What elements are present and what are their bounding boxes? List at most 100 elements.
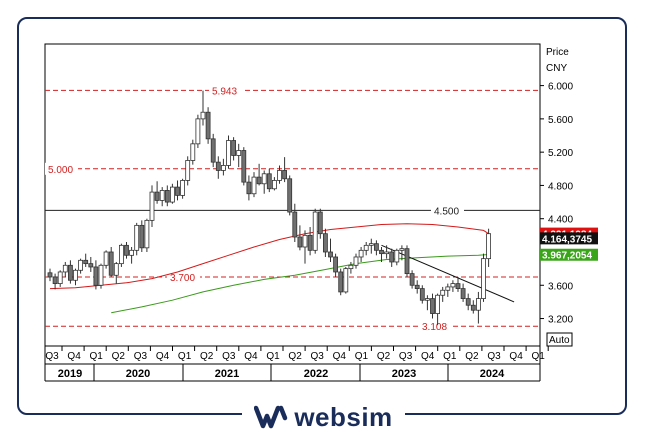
x-quarter-label: Q3 — [222, 351, 236, 362]
candle-body — [307, 234, 313, 251]
level-label: 5.000 — [48, 165, 73, 176]
x-year-label: 2020 — [126, 368, 150, 380]
y-tick-label: 3.200 — [548, 315, 573, 326]
candle-body — [348, 264, 354, 270]
candle-body — [205, 111, 211, 140]
candle-body — [200, 111, 206, 120]
candle-body — [124, 244, 129, 256]
level-label-bg — [209, 84, 242, 97]
x-quarter-label: Q3 — [399, 351, 413, 362]
candle-body — [363, 244, 369, 251]
candle-body — [430, 298, 435, 314]
level-label: 5.943 — [212, 86, 237, 97]
candle-body — [353, 256, 359, 266]
candle-body — [343, 268, 349, 293]
candle-body — [149, 191, 155, 221]
candle-body — [399, 248, 405, 251]
brand-footer: websim — [0, 400, 647, 434]
y-tick-label: 4.800 — [548, 181, 573, 192]
candle-body — [256, 176, 262, 185]
x-quarter-label: Q3 — [134, 351, 148, 362]
candle-body — [52, 276, 58, 285]
x-quarter-label: Q1 — [443, 351, 457, 362]
candle-body — [338, 271, 344, 293]
candle-body — [465, 298, 471, 306]
candle-body — [144, 219, 150, 249]
scale-mode-box[interactable] — [546, 332, 573, 347]
x-quarter-label: Q1 — [266, 351, 280, 362]
candle-body — [129, 249, 135, 256]
candle-body — [164, 190, 170, 203]
candle-body — [98, 264, 104, 286]
level-label: 3.700 — [170, 273, 195, 284]
candle-body — [266, 173, 272, 190]
candle-body — [358, 249, 364, 258]
candle-body — [302, 234, 308, 248]
brand-name: websim — [294, 401, 393, 432]
price-tag-bg — [540, 248, 598, 261]
x-quarter-label: Q1 — [90, 351, 104, 362]
candle-body — [93, 266, 99, 286]
candle-body — [368, 243, 374, 246]
level-label-bg — [167, 270, 200, 283]
candle-body — [215, 161, 221, 171]
candle-body — [88, 263, 94, 268]
websim-logo-icon — [254, 405, 288, 429]
candle-body — [190, 143, 196, 161]
candle-body — [277, 170, 282, 181]
candle-body — [119, 244, 124, 265]
x-year-label: 2023 — [392, 368, 416, 380]
y-tick-label: 5.600 — [548, 115, 573, 126]
trendline — [381, 244, 515, 303]
y-tick-label: 6.000 — [548, 82, 573, 93]
y-tick-label: 5.200 — [548, 148, 573, 159]
y-tick-label: 3.600 — [548, 281, 573, 292]
moving-average-green — [111, 254, 489, 314]
candle-body — [292, 211, 298, 238]
candle-body — [481, 258, 486, 299]
candle-body — [169, 186, 175, 203]
x-year-label: 2021 — [215, 368, 239, 380]
x-quarter-label: Q1 — [532, 351, 546, 362]
candle-body — [246, 181, 252, 195]
candle-body — [159, 190, 165, 201]
candle-body — [62, 264, 68, 273]
candle-body — [241, 150, 247, 183]
candle-body — [394, 249, 400, 263]
candle-body — [226, 140, 231, 166]
candle-body — [475, 298, 481, 311]
candle-body — [231, 140, 237, 156]
candle-body — [210, 138, 216, 163]
x-quarter-label: Q1 — [178, 351, 192, 362]
x-year-label: 2024 — [480, 368, 505, 380]
candle-body — [455, 283, 461, 289]
candle-body — [57, 271, 63, 285]
candle-body — [251, 176, 257, 195]
candle-body — [195, 118, 201, 145]
candle-body — [261, 173, 267, 185]
candle-body — [113, 263, 119, 276]
x-quarter-label: Q4 — [156, 351, 170, 362]
level-label-bg — [431, 204, 464, 217]
scale-mode-label[interactable]: Auto — [549, 335, 570, 346]
candle-body — [409, 273, 415, 286]
candle-body — [414, 284, 420, 289]
candle-body — [470, 304, 476, 311]
candle-body — [424, 298, 430, 301]
candle-body — [322, 233, 328, 253]
level-label-bg — [45, 162, 78, 175]
candle-body — [175, 186, 180, 196]
axis-title-price: Price — [546, 47, 569, 58]
candle-body — [139, 224, 145, 249]
x-quarter-label: Q4 — [244, 351, 258, 362]
x-quarter-label: Q3 — [487, 351, 501, 362]
candle-body — [134, 224, 140, 251]
candle-body — [450, 283, 456, 288]
x-quarter-label: Q4 — [421, 351, 435, 362]
candle-body — [435, 294, 441, 314]
candle-body — [83, 259, 89, 265]
candle-body — [312, 211, 318, 251]
x-quarter-label: Q2 — [288, 351, 302, 362]
candle-body — [287, 178, 293, 213]
candle-body — [328, 251, 333, 258]
